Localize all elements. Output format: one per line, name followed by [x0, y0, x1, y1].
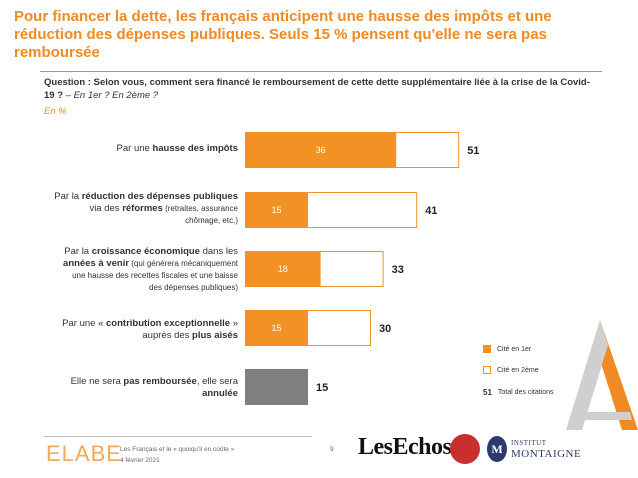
bar-first-3 — [245, 251, 321, 287]
question-text: Question : Selon vous, comment sera fina… — [44, 76, 600, 102]
bar-total-label-1: 51 — [467, 145, 479, 157]
category-label-4: Par une « contribution exceptionnelle » … — [62, 318, 238, 341]
footer-text: Les Français et le « quoiqu'il en coûte … — [120, 446, 235, 464]
bar-first-5 — [245, 369, 308, 405]
bar-first-1 — [245, 132, 397, 168]
legend-total: 51 Total des citations — [483, 388, 554, 397]
bar-inner-label-4: 15 — [271, 323, 281, 333]
question-sub: – En 1er ? En 2ème ? — [63, 90, 159, 101]
question-main: Question : Selon vous, comment sera fina… — [44, 77, 590, 101]
bar-total-label-3: 33 — [392, 264, 404, 276]
page-number: 9 — [330, 446, 334, 453]
unit-note: En % — [44, 106, 67, 117]
les-echos-logo: LesEchos — [358, 434, 452, 460]
institut-montaigne-logo: INSTITUT MONTAIGNE — [511, 439, 582, 460]
legend-first: Cité en 1er — [483, 345, 531, 353]
legend-second-swatch — [483, 366, 491, 374]
category-label-3: Par la croissance économique dans les an… — [63, 246, 238, 292]
category-label-1: Par une hausse des impôts — [116, 143, 238, 154]
legend-first-swatch — [483, 345, 491, 353]
institut-montaigne-icon: M — [487, 436, 507, 462]
footer-divider — [44, 436, 312, 437]
bar-total-label-4: 30 — [379, 323, 391, 335]
bar-first-4 — [245, 310, 308, 346]
legend-second: Cité en 2ème — [483, 366, 539, 374]
bar-inner-label-3: 18 — [278, 264, 288, 274]
bar-inner-label-2: 15 — [271, 205, 281, 215]
title-divider — [40, 71, 602, 72]
bar-first-2 — [245, 192, 308, 228]
decorative-a-mark — [566, 320, 638, 430]
category-label-2: Par la réduction des dépenses publiques … — [54, 191, 238, 225]
bar-total-label-5: 15 — [316, 382, 328, 394]
red-circle-logo — [450, 434, 480, 464]
bar-total-label-2: 41 — [425, 205, 437, 217]
elabe-logo: ELABE — [46, 441, 122, 466]
bar-inner-label-1: 36 — [316, 145, 326, 155]
category-label-5: Elle ne sera pas remboursée, elle sera a… — [70, 376, 238, 399]
page-title: Pour financer la dette, les français ant… — [14, 8, 552, 61]
